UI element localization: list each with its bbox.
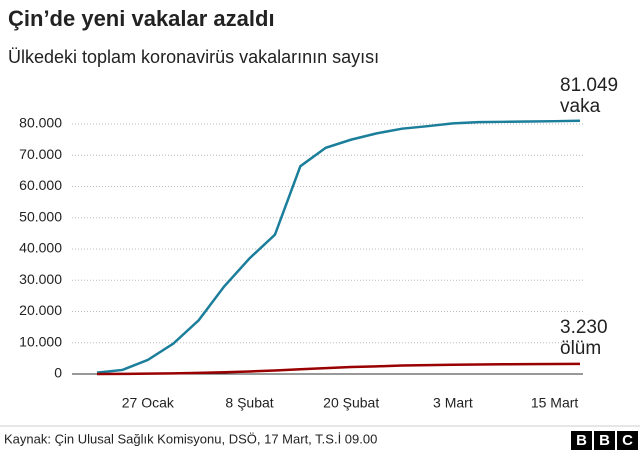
series-name-label: ölüm — [560, 338, 601, 359]
end-value-label: 81.049 — [560, 75, 618, 96]
logo-letter: C — [622, 432, 633, 449]
y-tick-label: 60.000 — [19, 177, 62, 193]
chart-title: Çin’de yeni vakalar azaldı — [8, 6, 275, 31]
series-line — [96, 119, 581, 374]
y-tick-label: 70.000 — [19, 146, 62, 162]
y-tick-label: 0 — [54, 365, 62, 381]
logo-box — [617, 431, 638, 450]
y-tick-label: 20.000 — [19, 302, 62, 318]
end-value-label: 3.230 — [560, 317, 608, 338]
y-tick-label: 40.000 — [19, 240, 62, 256]
chart-subtitle: Ülkedeki toplam koronavirüs vakalarının … — [8, 47, 379, 67]
series-name-label: vaka — [560, 96, 601, 117]
source: Kaynak: Çin Ulusal Sağlık Komisyonu, DSÖ… — [4, 431, 377, 446]
x-tick-label: 8 Şubat — [225, 395, 273, 411]
logo-letter: B — [599, 432, 610, 449]
x-tick-label: 27 Ocak — [122, 395, 175, 411]
logo-box — [571, 431, 592, 450]
y-tick-label: 80.000 — [19, 115, 62, 131]
y-tick-label: 10.000 — [19, 333, 62, 349]
x-tick-label: 20 Şubat — [323, 395, 379, 411]
logo-letter: B — [576, 432, 587, 449]
series-line — [96, 362, 581, 376]
x-tick-label: 3 Mart — [433, 395, 473, 411]
x-tick-label: 15 Mart — [531, 395, 579, 411]
logo-box — [594, 431, 615, 450]
y-tick-label: 50.000 — [19, 208, 62, 224]
y-tick-label: 30.000 — [19, 271, 62, 287]
